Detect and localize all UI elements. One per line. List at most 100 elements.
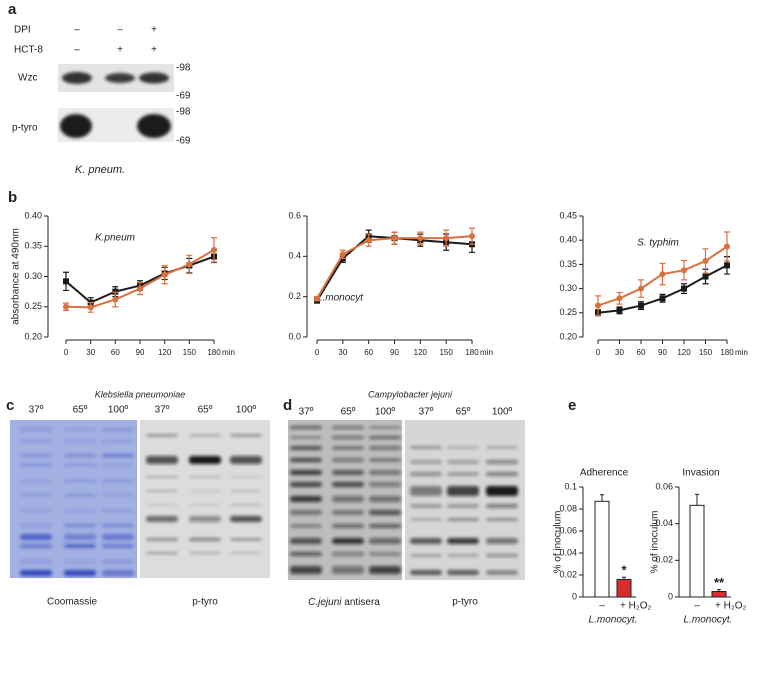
y-axis-label: % of inoculum <box>553 511 564 574</box>
gel-band <box>146 456 178 464</box>
gel-band <box>290 470 322 475</box>
line <box>316 235 473 300</box>
point <box>87 304 94 311</box>
panel-label: b <box>8 189 17 206</box>
gel-band <box>332 470 364 475</box>
gel-band <box>230 504 262 506</box>
gel-band <box>64 534 96 540</box>
sign: + <box>117 45 123 56</box>
gel-band <box>20 534 52 540</box>
gel-band <box>447 460 479 464</box>
lane-label: 37º <box>419 407 434 418</box>
gel-band <box>369 538 401 544</box>
chart-title: L.monocyt <box>317 293 364 304</box>
gel-band <box>486 472 518 476</box>
gel-band <box>102 524 134 527</box>
gel-band <box>20 464 52 466</box>
gel-band <box>332 426 364 429</box>
gel-band <box>447 472 479 476</box>
x-tick-label: 0 <box>596 348 601 357</box>
panel-label: c <box>6 397 14 414</box>
x-tick-label: 60 <box>111 348 120 357</box>
x-tick-label: 120 <box>158 348 172 357</box>
x-tick-label: 60 <box>637 348 646 357</box>
lane-label: 100º <box>375 407 396 418</box>
gel-band <box>447 486 479 496</box>
gel-band <box>64 510 96 512</box>
gel-band <box>369 482 401 487</box>
y-tick-label: 0.06 <box>655 481 673 491</box>
y-tick-label: 0 <box>572 591 577 601</box>
gel-band <box>20 480 52 482</box>
gel-band <box>369 426 401 429</box>
lane-label: 65º <box>341 407 356 418</box>
sign: – <box>74 45 80 56</box>
gel-band <box>20 560 52 563</box>
gel-band <box>332 524 364 528</box>
gel-band <box>230 434 262 437</box>
gel-band <box>64 544 96 548</box>
point <box>702 258 709 265</box>
gel-band <box>486 570 518 575</box>
panel-label: e <box>568 397 576 414</box>
y-tick-label: 0.20 <box>24 331 42 341</box>
bar <box>711 591 727 598</box>
y-tick-label: 0.04 <box>655 518 673 528</box>
gel-band <box>369 566 401 574</box>
gel-caption: C.jejuni antisera <box>308 597 380 608</box>
gel-band <box>369 436 401 439</box>
point <box>63 278 69 285</box>
lane-label: 37º <box>155 405 170 416</box>
row-label: HCT-8 <box>14 45 43 56</box>
y-tick-label: 0.04 <box>559 547 577 557</box>
bar <box>689 504 705 598</box>
point <box>417 235 424 242</box>
x-tick-label: 30 <box>338 348 347 357</box>
gel-band <box>290 446 322 450</box>
y-tick-label: 0.20 <box>559 331 577 341</box>
gel-band <box>486 518 518 521</box>
sign: + <box>151 45 157 56</box>
gel-band <box>189 476 221 478</box>
gel-band <box>20 494 52 496</box>
lane-label: 37º <box>29 405 44 416</box>
blot-label: p-tyro <box>12 123 38 134</box>
gel-band <box>332 510 364 515</box>
chart-title: Adherence <box>580 468 629 479</box>
y-tick-label: 0.25 <box>24 301 42 311</box>
gel-title: Klebsiella pneumoniae <box>95 389 186 399</box>
chart-title: Invasion <box>682 468 719 479</box>
y-tick-label: 0.35 <box>24 241 42 251</box>
point <box>616 295 623 302</box>
y-tick-label: 0.0 <box>288 331 301 341</box>
gel-band <box>102 440 134 442</box>
gel-band <box>410 504 442 508</box>
point <box>595 302 601 309</box>
x-tick-label: 120 <box>414 348 428 357</box>
point <box>391 235 398 242</box>
annotation: * <box>621 563 627 578</box>
point <box>112 288 119 295</box>
sign: – <box>117 25 123 36</box>
y-tick-label: 0.30 <box>559 283 577 293</box>
x-tick-label: – <box>599 601 605 612</box>
gel-band <box>64 428 96 431</box>
y-tick-label: 0.06 <box>559 525 577 535</box>
error-bar <box>695 493 699 506</box>
lane-label: 100º <box>236 405 257 416</box>
gel-band <box>332 496 364 502</box>
point <box>211 246 217 253</box>
gel-band <box>290 552 322 556</box>
y-tick-label: 0.4 <box>288 251 301 261</box>
gel-band <box>102 428 134 431</box>
point <box>339 251 346 258</box>
gel-band <box>146 490 178 492</box>
y-tick-label: 0.08 <box>559 503 577 513</box>
gel-band <box>410 538 442 544</box>
gel-band <box>64 454 96 457</box>
x-tick-label: 150 <box>183 348 197 357</box>
point <box>724 262 730 269</box>
gel <box>405 420 525 580</box>
point <box>161 271 168 278</box>
